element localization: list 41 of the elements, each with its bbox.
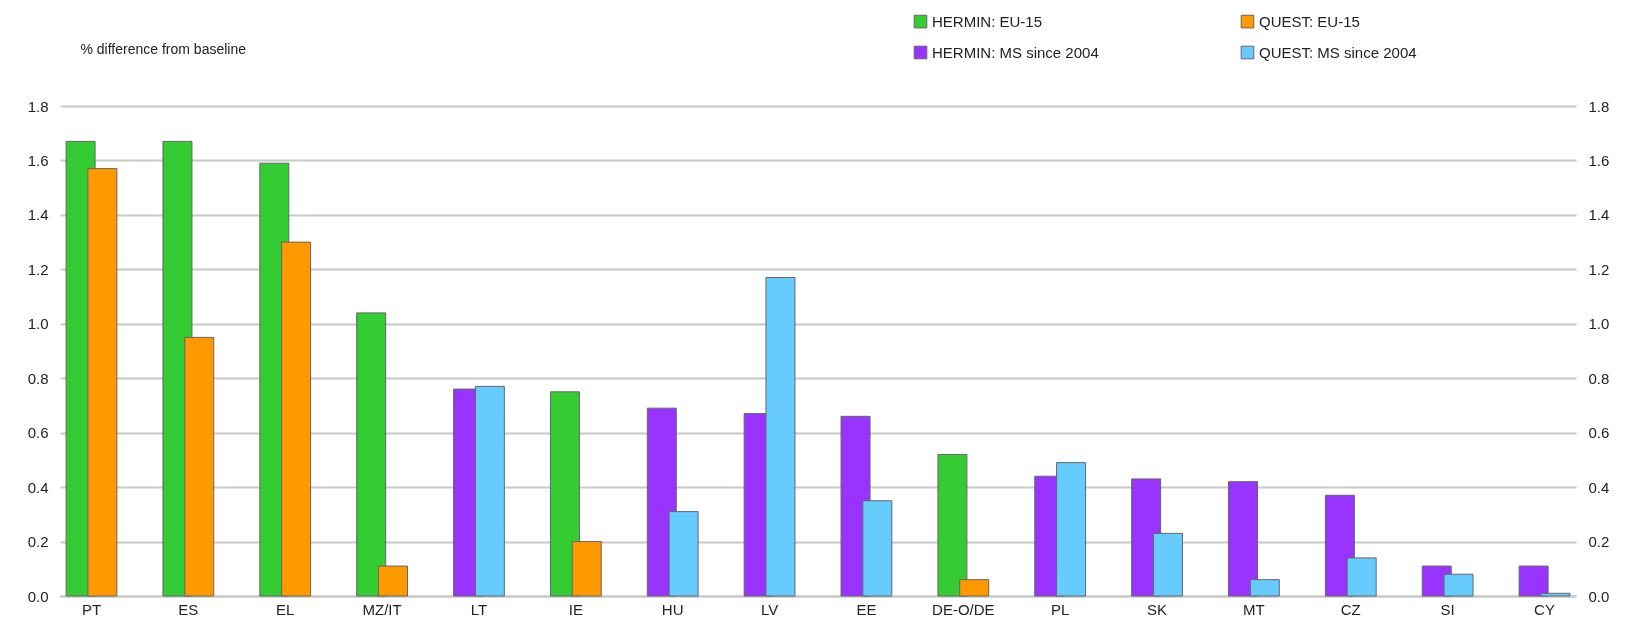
x-tick-label: PL [1050, 600, 1070, 618]
x-tick-label: HU [661, 600, 684, 618]
y-tick-label: 1.8 [27, 97, 49, 115]
y-tick-label: 0.8 [27, 369, 49, 387]
x-tick-label: PT [81, 600, 102, 618]
y2-tick-label: 0.8 [1588, 369, 1610, 387]
y2-tick-label: 0.0 [1588, 587, 1610, 605]
y2-tick-label: 0.2 [1588, 533, 1610, 551]
legend-label: HERMIN: MS since 2004 [932, 43, 1099, 61]
y-axis-title: % difference from baseline [80, 40, 247, 57]
legend-label: HERMIN: EU-15 [932, 12, 1043, 30]
x-tick-label: ES [178, 600, 199, 618]
x-tick-label: LT [470, 600, 488, 618]
y2-tick-label: 0.4 [1588, 478, 1610, 496]
y2-tick-label: 1.6 [1588, 151, 1610, 169]
x-tick-label: MZ/IT [362, 600, 402, 618]
y2-tick-label: 1.8 [1588, 97, 1610, 115]
x-tick-label: IE [568, 600, 583, 618]
y2-tick-label: 1.4 [1588, 206, 1610, 224]
legend-label: QUEST: EU-15 [1259, 12, 1360, 30]
y2-tick-label: 1.0 [1588, 315, 1610, 333]
y2-tick-label: 0.6 [1588, 424, 1610, 442]
legend-label: QUEST: MS since 2004 [1259, 43, 1417, 61]
x-tick-label: DE-O/DE [932, 600, 995, 618]
y-tick-label: 0.4 [27, 478, 49, 496]
y-tick-label: 0.6 [27, 424, 49, 442]
x-tick-label: SK [1147, 600, 1168, 618]
y-tick-label: 0.2 [27, 533, 49, 551]
x-tick-label: CY [1534, 600, 1555, 618]
x-tick-label: CZ [1340, 600, 1361, 618]
x-tick-label: MT [1243, 600, 1265, 618]
x-tick-label: SI [1440, 600, 1455, 618]
x-tick-label: EL [276, 600, 295, 618]
y-tick-label: 1.6 [27, 151, 49, 169]
x-tick-label: EE [856, 600, 877, 618]
y-tick-label: 1.0 [27, 315, 49, 333]
y-tick-label: 1.4 [27, 206, 49, 224]
y2-tick-label: 1.2 [1588, 260, 1610, 278]
x-tick-label: LV [760, 600, 779, 618]
y-tick-label: 0.0 [27, 587, 49, 605]
y-tick-label: 1.2 [27, 260, 49, 278]
